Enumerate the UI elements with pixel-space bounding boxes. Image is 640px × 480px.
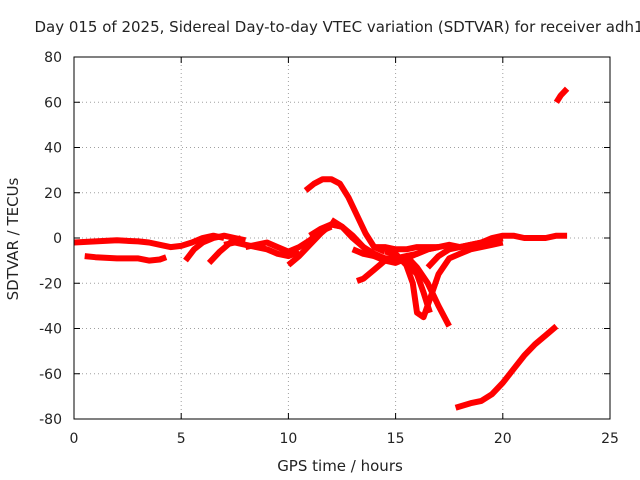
series-line-sat-o [404, 254, 452, 328]
y-tick-label: 80 [44, 50, 62, 66]
y-tick-label: 20 [44, 186, 62, 202]
chart-title: Day 015 of 2025, Sidereal Day-to-day VTE… [34, 18, 640, 36]
series-line-sat-n [384, 239, 504, 321]
series-line-sat-h [303, 176, 387, 255]
y-tick-label: 0 [53, 231, 62, 247]
series-line-sat-r [553, 86, 570, 104]
series-line-sat-e [223, 239, 301, 260]
y-tick-label: -80 [39, 412, 62, 428]
y-axis-title: SDTVAR / TECUs [4, 177, 22, 300]
series-line-sat-q [454, 323, 559, 411]
ticks: 0 5 10 15 20 25 -80 -60 -40 -20 0 20 40 60 80 [39, 50, 619, 447]
x-tick-label: 20 [494, 431, 512, 447]
series-line-sat-p [425, 235, 504, 270]
y-tick-label: 60 [44, 95, 62, 111]
x-tick-label: 10 [279, 431, 297, 447]
x-tick-label: 0 [70, 431, 79, 447]
x-tick-label: 5 [177, 431, 186, 447]
series-line-sat-b [84, 253, 168, 264]
x-tick-label: 15 [387, 431, 405, 447]
y-tick-label: -60 [39, 367, 62, 383]
series-group [73, 86, 570, 411]
y-tick-label: -20 [39, 276, 62, 292]
series-line-sat-m [355, 255, 433, 314]
series-line-sat-a [73, 232, 225, 251]
x-tick-label: 25 [601, 431, 619, 447]
x-axis-title: GPS time / hours [277, 457, 403, 475]
y-tick-label: -40 [39, 322, 62, 338]
y-tick-label: 40 [44, 141, 62, 157]
